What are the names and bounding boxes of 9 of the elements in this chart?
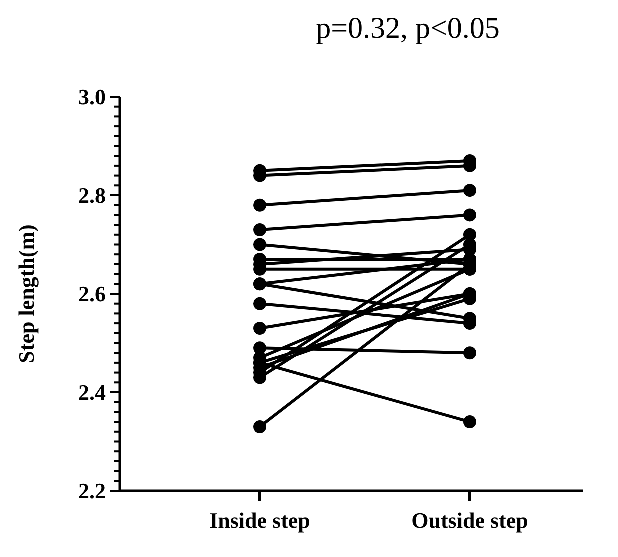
x-tick-label: Inside step (210, 508, 310, 533)
y-tick-label: 2.2 (78, 478, 106, 504)
y-tick-label: 3.0 (78, 84, 106, 110)
y-tick-label: 2.4 (78, 380, 106, 406)
chart-title: p=0.32, p<0.05 (316, 12, 500, 45)
x-tick-label: Outside step (412, 508, 528, 533)
y-tick-label: 2.6 (78, 282, 106, 307)
y-tick-label: 2.8 (78, 183, 106, 208)
y-axis-title: Step length(m) (14, 224, 39, 364)
